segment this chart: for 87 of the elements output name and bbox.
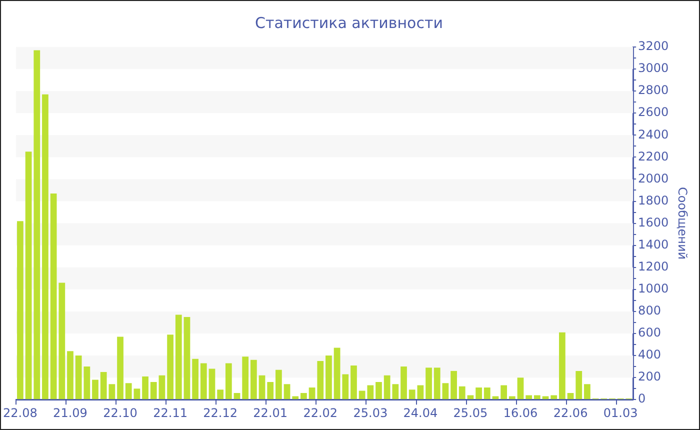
y-tick-label: 1800 [638, 193, 669, 208]
bar [334, 348, 340, 400]
x-tick-label: 22.06 [553, 406, 588, 420]
bar [508, 396, 516, 400]
bar [34, 50, 40, 400]
bar [242, 356, 249, 400]
bar [292, 396, 299, 400]
bar [576, 370, 582, 400]
bar [467, 395, 474, 400]
bar [184, 316, 190, 400]
bar [50, 194, 57, 400]
bar [117, 336, 124, 400]
bar [150, 382, 157, 400]
bar [500, 385, 508, 400]
x-tick-label: 22.11 [153, 406, 188, 420]
bar [25, 152, 32, 400]
bar [458, 386, 466, 400]
bar [308, 387, 316, 400]
bar [342, 374, 349, 400]
bar [200, 363, 207, 400]
y-tick-label: 1000 [638, 282, 669, 296]
bar [225, 363, 232, 400]
x-tick-label: 21.09 [53, 406, 88, 420]
x-tick-label: 24.04 [403, 406, 438, 420]
bar [434, 368, 440, 400]
bar [284, 384, 290, 400]
y-tick-label: 200 [638, 370, 661, 384]
y-tick-label: 2800 [638, 83, 669, 98]
bar [517, 378, 524, 400]
bar [526, 395, 532, 400]
bar [476, 387, 482, 400]
bar [267, 382, 274, 400]
bar [350, 365, 357, 400]
bar [142, 376, 148, 400]
y-tick-label: 1200 [638, 260, 669, 274]
bar [208, 368, 216, 400]
x-tick-label: 25.05 [453, 406, 488, 420]
bar [584, 384, 590, 400]
bar [300, 392, 307, 400]
y-tick-label: 600 [638, 326, 661, 340]
bar [484, 387, 490, 400]
y-tick-label: 2000 [638, 171, 669, 186]
bar [192, 358, 198, 400]
y-tick-label: 2600 [638, 105, 669, 120]
x-tick-label: 16.06 [503, 406, 538, 420]
bar [67, 351, 74, 400]
bar [550, 395, 558, 400]
bar [567, 392, 574, 400]
bar [167, 334, 174, 400]
y-tick-label: 400 [638, 348, 661, 362]
y-tick-label: 3000 [638, 61, 669, 76]
x-tick-label: 01.03 [603, 406, 638, 420]
bar [217, 390, 224, 400]
x-tick-label: 22.02 [303, 406, 338, 420]
bar [376, 382, 382, 400]
y-axis-title: Сообщений [676, 187, 690, 260]
chart-title: Статистика активности [255, 14, 443, 32]
y-tick-label: 2200 [638, 149, 669, 164]
y-tick-label: 1600 [638, 215, 669, 230]
bar [58, 282, 66, 400]
bar [175, 314, 182, 400]
bar [258, 375, 266, 400]
bar [42, 94, 48, 400]
x-tick-label: 25.03 [353, 406, 388, 420]
bar [450, 370, 457, 400]
bar [234, 392, 240, 400]
bar [326, 356, 332, 400]
bar [317, 361, 324, 400]
x-tick-label: 22.12 [203, 406, 238, 420]
bar [92, 380, 98, 400]
x-tick-label: 22.08 [3, 406, 38, 420]
bar [534, 395, 540, 400]
x-tick-label: 22.01 [253, 406, 288, 420]
bar [426, 368, 432, 400]
bar [158, 375, 166, 400]
bar [17, 221, 24, 400]
y-tick-label: 2400 [638, 127, 669, 142]
bar [276, 370, 282, 400]
bar [558, 332, 566, 400]
bar [400, 366, 407, 400]
y-tick-label: 800 [638, 304, 661, 318]
y-tick-label: 3200 [638, 39, 669, 54]
y-tick-label: 0 [638, 392, 646, 406]
y-tick-label: 1400 [638, 237, 669, 252]
bar [250, 360, 257, 400]
bar [442, 383, 449, 400]
x-tick-label: 22.10 [103, 406, 138, 420]
